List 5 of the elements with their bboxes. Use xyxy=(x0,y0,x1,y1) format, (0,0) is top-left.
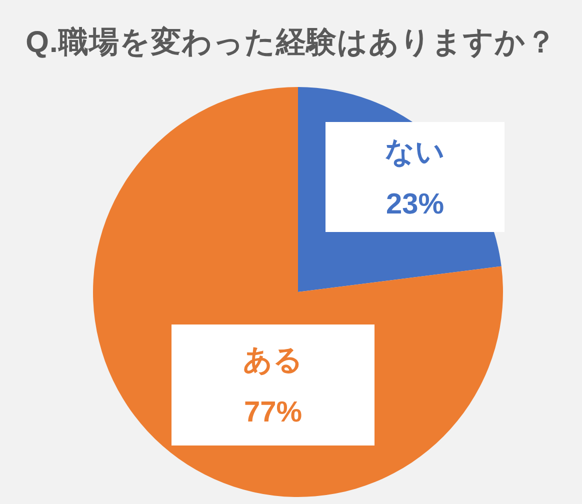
slice-label: ある xyxy=(243,344,303,376)
slice-label: ない xyxy=(385,136,445,168)
data-label: 77% xyxy=(244,396,302,428)
chart-title: Q.職場を変わった経験はありますか？ xyxy=(24,24,558,61)
data-label: 23% xyxy=(386,188,444,220)
